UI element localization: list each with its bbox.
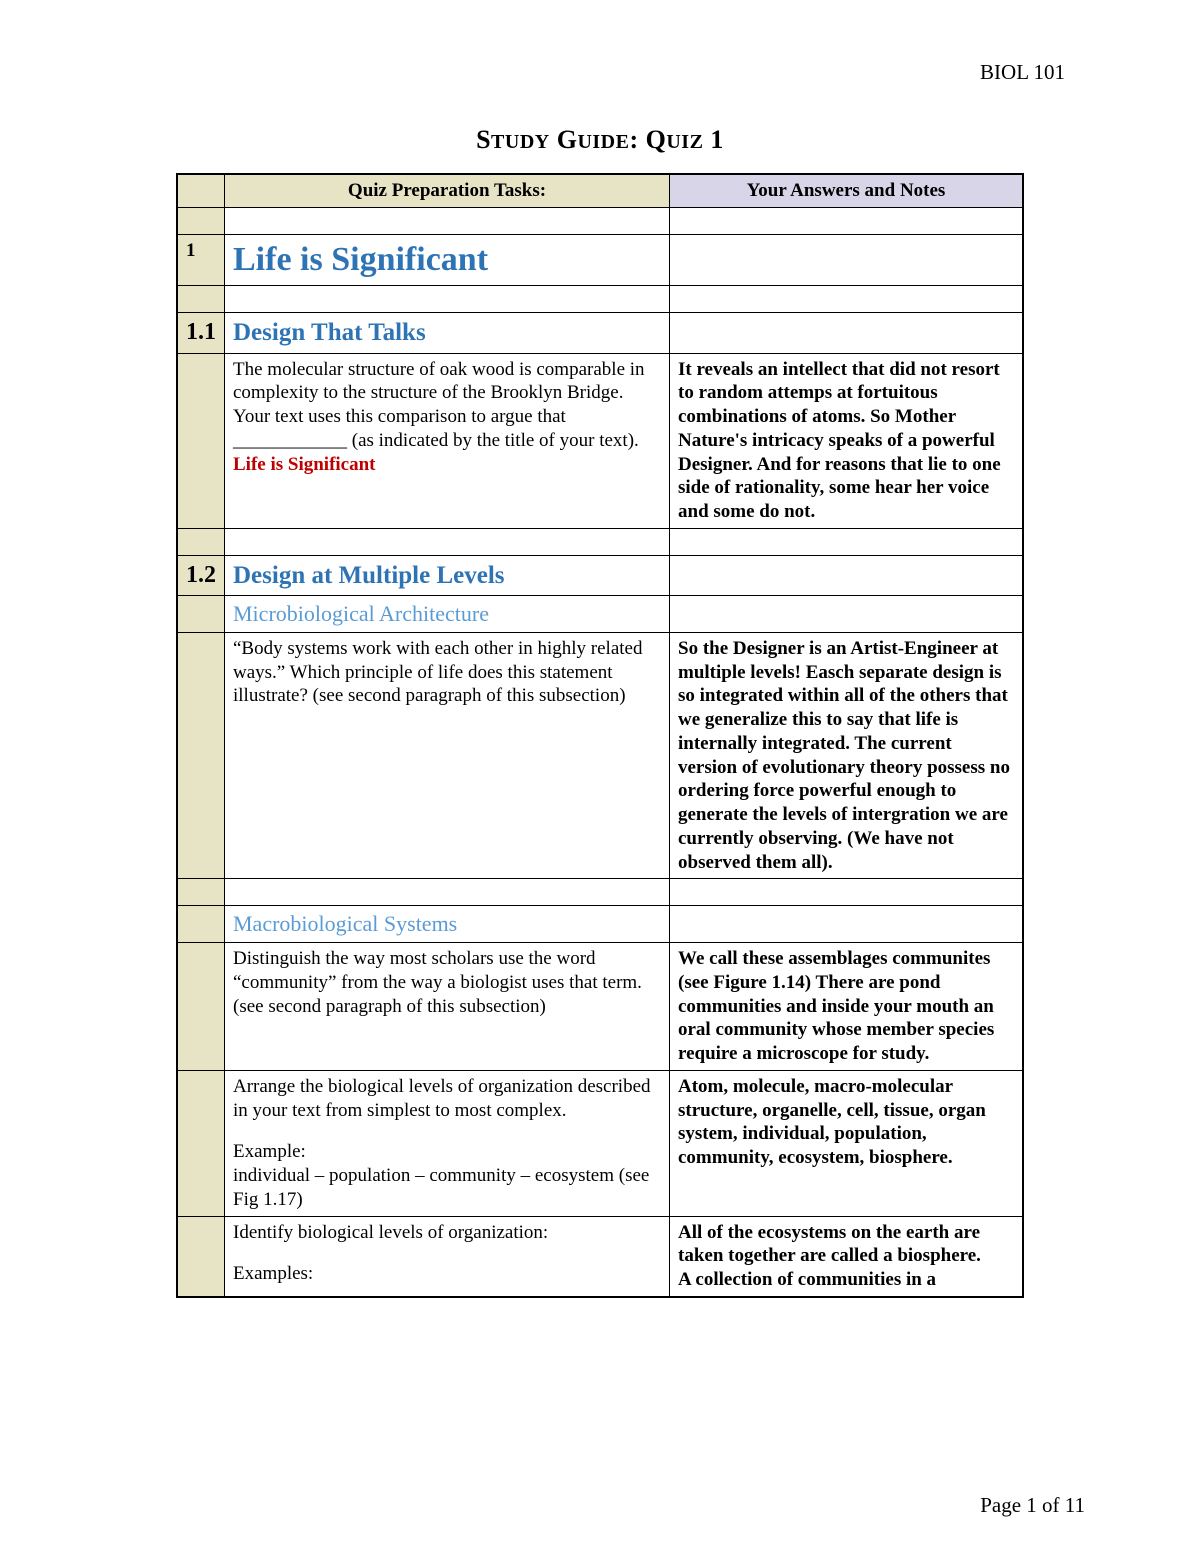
number-cell	[177, 1216, 225, 1297]
subsub-row: Microbiological Architecture	[177, 596, 1023, 633]
number-cell	[177, 353, 225, 528]
section-title: Life is Significant	[233, 241, 488, 278]
question-cell: Arrange the biological levels of organiz…	[225, 1070, 670, 1216]
subsub-title-cell: Macrobiological Systems	[225, 906, 670, 943]
answer-cell	[670, 906, 1024, 943]
header-num-cell	[177, 174, 225, 207]
answer-cell	[670, 313, 1024, 353]
subsection-row: 1.2 Design at Multiple Levels	[177, 555, 1023, 595]
subsub-row: Macrobiological Systems	[177, 906, 1023, 943]
answer-cell: So the Designer is an Artist-Engineer at…	[670, 632, 1024, 879]
page-title: STUDY GUIDE: QUIZ 1	[115, 125, 1085, 155]
question-cell: The molecular structure of oak wood is c…	[225, 353, 670, 528]
number-cell	[177, 906, 225, 943]
subsection-row: 1.1 Design That Talks	[177, 313, 1023, 353]
number-cell	[177, 632, 225, 879]
spacer	[177, 207, 1023, 234]
subsub-title: Macrobiological Systems	[233, 911, 457, 936]
content-row: The molecular structure of oak wood is c…	[177, 353, 1023, 528]
course-code: BIOL 101	[115, 60, 1065, 85]
content-row: “Body systems work with each other in hi…	[177, 632, 1023, 879]
question-cell: Distinguish the way most scholars use th…	[225, 943, 670, 1071]
section-number: 1	[177, 234, 225, 286]
subsub-title: Microbiological Architecture	[233, 601, 489, 626]
subsub-title-cell: Microbiological Architecture	[225, 596, 670, 633]
page: BIOL 101 STUDY GUIDE: QUIZ 1 Quiz Prepar…	[0, 0, 1200, 1553]
section-row: 1 Life is Significant	[177, 234, 1023, 286]
number-cell	[177, 1070, 225, 1216]
content-row: Identify biological levels of organizati…	[177, 1216, 1023, 1297]
content-row: Distinguish the way most scholars use th…	[177, 943, 1023, 1071]
table-header-row: Quiz Preparation Tasks: Your Answers and…	[177, 174, 1023, 207]
answer-cell: Atom, molecule, macro-molecular structur…	[670, 1070, 1024, 1216]
answer-inline: Life is Significant	[233, 454, 376, 475]
answer-cell: It reveals an intellect that did not res…	[670, 353, 1024, 528]
page-footer: Page 1 of 11	[980, 1493, 1085, 1518]
content-row: Arrange the biological levels of organiz…	[177, 1070, 1023, 1216]
answer-cell	[670, 596, 1024, 633]
subsection-number: 1.1	[177, 313, 225, 353]
subsection-title: Design That Talks	[233, 319, 426, 346]
spacer	[177, 286, 1023, 313]
spacer	[177, 879, 1023, 906]
answer-cell: We call these assemblages communites (se…	[670, 943, 1024, 1071]
spacer	[177, 528, 1023, 555]
subsection-title-cell: Design That Talks	[225, 313, 670, 353]
header-answers: Your Answers and Notes	[670, 174, 1024, 207]
subsection-title-cell: Design at Multiple Levels	[225, 555, 670, 595]
number-cell	[177, 943, 225, 1071]
section-title-cell: Life is Significant	[225, 234, 670, 286]
answer-cell	[670, 555, 1024, 595]
answer-cell: All of the ecosystems on the earth are t…	[670, 1216, 1024, 1297]
subsection-title: Design at Multiple Levels	[233, 562, 505, 589]
question-cell: “Body systems work with each other in hi…	[225, 632, 670, 879]
number-cell	[177, 596, 225, 633]
question-cell: Identify biological levels of organizati…	[225, 1216, 670, 1297]
header-tasks: Quiz Preparation Tasks:	[225, 174, 670, 207]
answer-cell	[670, 234, 1024, 286]
subsection-number: 1.2	[177, 555, 225, 595]
study-guide-table: Quiz Preparation Tasks: Your Answers and…	[176, 173, 1024, 1298]
